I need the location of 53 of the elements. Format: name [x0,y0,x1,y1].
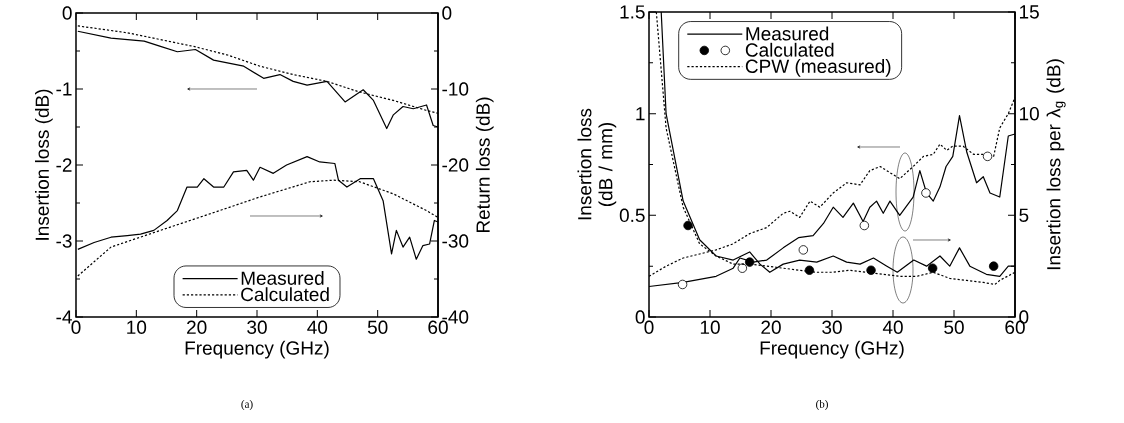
point [927,263,938,273]
y-axis-title: Insertion loss (dB) [35,89,53,240]
y-tick-label: -3 [56,234,72,248]
x-tick-label: 50 [367,320,388,334]
x-tick-label: 20 [187,320,207,334]
y-tick-label: 0 [62,6,72,20]
x-tick-label: 40 [307,320,328,334]
x-tick-label: 50 [944,320,964,334]
point [744,257,755,267]
y-axis-title: Insertion loss (dB / mm) [577,108,617,220]
x-tick-label: 10 [127,320,147,334]
y2-tick-label: -10 [442,82,469,96]
text: (b) [816,400,828,410]
y2-tick-label: -30 [442,234,469,248]
x-tick-label: 10 [700,320,720,334]
x-axis-title: Frequency (GHz) [760,340,904,359]
y-tick-label: 1.5 [620,5,645,19]
text: (a) [241,400,253,410]
point [982,151,993,162]
y2-tick-label: 0 [442,6,452,20]
x-tick-label: 20 [761,320,781,334]
point [677,279,688,290]
x-tick-label: 30 [822,320,842,334]
legend-label: Measured [241,270,324,285]
y2-tick-label: -20 [442,158,469,172]
point [988,261,999,271]
y2-axis-title: Return loss (dB) [475,97,494,233]
x-tick-label: 0 [71,320,81,334]
y-tick-label: 0 [635,310,645,324]
legend-label: CPW (measured) [745,59,891,77]
x-tick-label: 0 [644,320,654,334]
y-tick-label: 1 [636,107,645,121]
point [804,265,815,275]
y2-tick-label: 15 [1019,5,1039,19]
legend-label: Calculated [241,287,329,302]
y2-tick-label: 10 [1019,106,1039,121]
legend-label: Measured [746,26,829,41]
y-tick-label: -1 [56,82,72,96]
y-tick-label: -4 [56,310,72,324]
point [798,245,809,255]
point [866,265,876,275]
point [921,188,931,198]
legend-label: Calculated [745,42,834,57]
y-tick-label: -2 [56,158,72,172]
point [859,220,870,231]
y2-tick-label: 5 [1019,208,1029,222]
y-tick-label: 0.5 [619,208,645,223]
point [737,263,748,273]
x-tick-label: 30 [247,320,267,334]
y2-axis-title: Insertion loss per λ$_{g}$ (dB) [1046,59,1066,270]
point [683,220,693,231]
x-axis-title: Frequency (GHz) [185,340,329,359]
x-tick-label: 40 [882,320,903,334]
